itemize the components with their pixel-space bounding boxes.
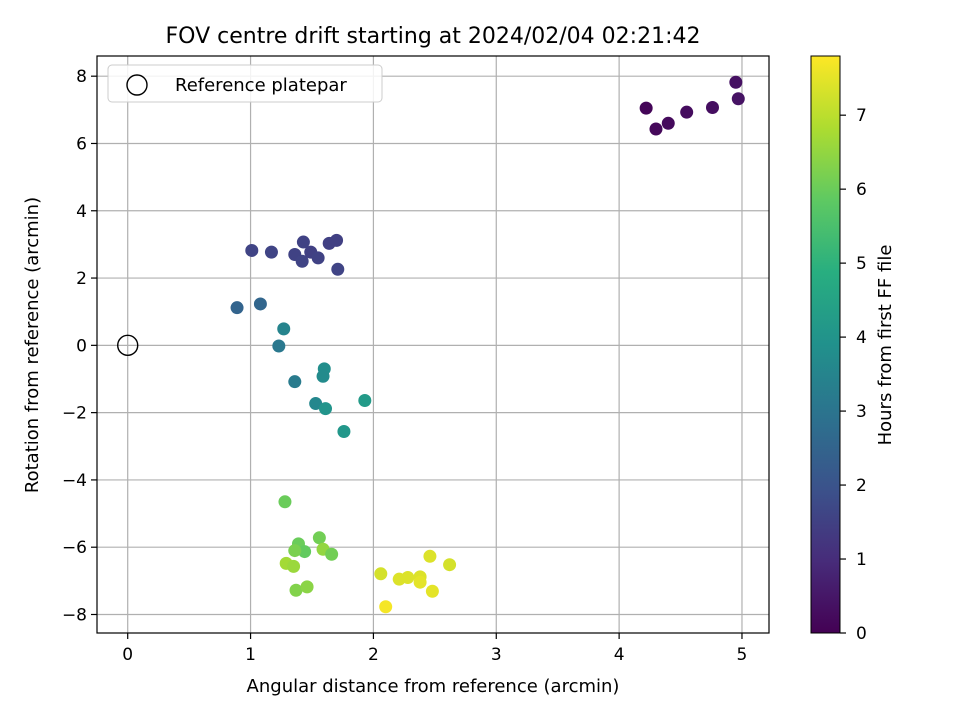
colorbar-tick-label: 7 xyxy=(856,106,867,126)
scatter-point xyxy=(443,558,457,572)
x-tick-label: 2 xyxy=(368,645,379,665)
scatter-point xyxy=(425,584,439,598)
y-tick-label: 2 xyxy=(76,269,87,289)
scatter-point xyxy=(423,549,437,563)
x-axis-title: Angular distance from reference (arcmin) xyxy=(247,676,620,697)
scatter-point xyxy=(289,583,303,597)
reference-marker xyxy=(117,334,139,357)
scatter-point xyxy=(705,100,719,114)
axis-ticks: 0 1 2 3 4 5 −8 −6 −4 −2 0 2 4 6 8 xyxy=(62,67,747,665)
colorbar-tick-label: 5 xyxy=(856,254,867,274)
scatter-point xyxy=(245,243,259,257)
scatter-point xyxy=(729,75,743,89)
scatter-point xyxy=(680,105,694,119)
scatter-point xyxy=(309,397,323,411)
legend: Reference platepar xyxy=(107,64,383,103)
chart-title: FOV centre drift starting at 2024/02/04 … xyxy=(166,24,701,49)
colorbar-tick-label: 6 xyxy=(856,180,867,200)
colorbar-label: Hours from first FF file xyxy=(875,245,896,446)
scatter-point xyxy=(295,254,309,268)
x-tick-label: 4 xyxy=(614,645,625,665)
scatter-point xyxy=(413,575,427,589)
colorbar-tick-label: 3 xyxy=(856,402,867,422)
scatter-point xyxy=(319,402,333,416)
legend-reference-label: Reference platepar xyxy=(175,75,347,96)
scatter-point xyxy=(316,369,330,383)
colorbar-tick-label: 2 xyxy=(856,476,867,496)
y-tick-label: −4 xyxy=(62,471,87,491)
grid xyxy=(97,56,769,633)
y-tick-label: −8 xyxy=(62,605,87,625)
plot-frame xyxy=(96,55,770,634)
x-tick-label: 1 xyxy=(245,645,256,665)
colorbar-ticks: 0 1 2 3 4 5 6 7 xyxy=(840,106,867,644)
scatter-point xyxy=(337,424,351,438)
colorbar: 0 1 2 3 4 5 6 7 Hours from first FF file xyxy=(810,55,896,644)
y-tick-label: 6 xyxy=(76,134,87,154)
scatter-point xyxy=(358,394,372,408)
scatter-point xyxy=(731,92,745,106)
x-tick-label: 0 xyxy=(122,645,133,665)
y-tick-label: 0 xyxy=(76,336,87,356)
scatter-point xyxy=(401,570,415,584)
colorbar-gradient xyxy=(810,55,841,634)
scatter-point xyxy=(296,235,310,249)
y-tick-label: 4 xyxy=(76,202,87,222)
legend-reference-marker xyxy=(126,74,148,96)
scatter-point xyxy=(287,559,301,573)
scatter-point xyxy=(288,544,302,558)
scatter-point xyxy=(374,567,388,581)
legend-box xyxy=(107,64,383,103)
y-tick-label: −2 xyxy=(62,404,87,424)
scatter-point xyxy=(311,251,325,265)
scatter-point xyxy=(253,297,267,311)
scatter-point xyxy=(312,531,326,545)
scatter-point xyxy=(300,580,314,594)
y-axis-title: Rotation from reference (arcmin) xyxy=(22,197,43,493)
x-tick-label: 3 xyxy=(491,645,502,665)
scatter-point xyxy=(639,101,653,115)
scatter-point xyxy=(277,322,291,336)
data-points xyxy=(117,75,745,614)
y-tick-label: 8 xyxy=(76,67,87,87)
scatter-point xyxy=(288,375,302,389)
x-tick-label: 5 xyxy=(737,645,748,665)
scatter-point xyxy=(661,116,675,130)
scatter-point xyxy=(272,339,286,353)
scatter-point xyxy=(649,122,663,136)
scatter-point xyxy=(330,233,344,247)
scatter-point xyxy=(298,545,312,559)
y-tick-label: −6 xyxy=(62,538,87,558)
scatter-point xyxy=(230,301,244,315)
colorbar-tick-label: 0 xyxy=(856,624,867,644)
colorbar-tick-label: 4 xyxy=(856,328,867,348)
scatter-point xyxy=(325,547,339,561)
scatter-point xyxy=(379,600,393,614)
scatter-point xyxy=(331,262,345,276)
colorbar-tick-label: 1 xyxy=(856,550,867,570)
scatter-point xyxy=(278,495,292,509)
scatter-point xyxy=(264,245,278,259)
